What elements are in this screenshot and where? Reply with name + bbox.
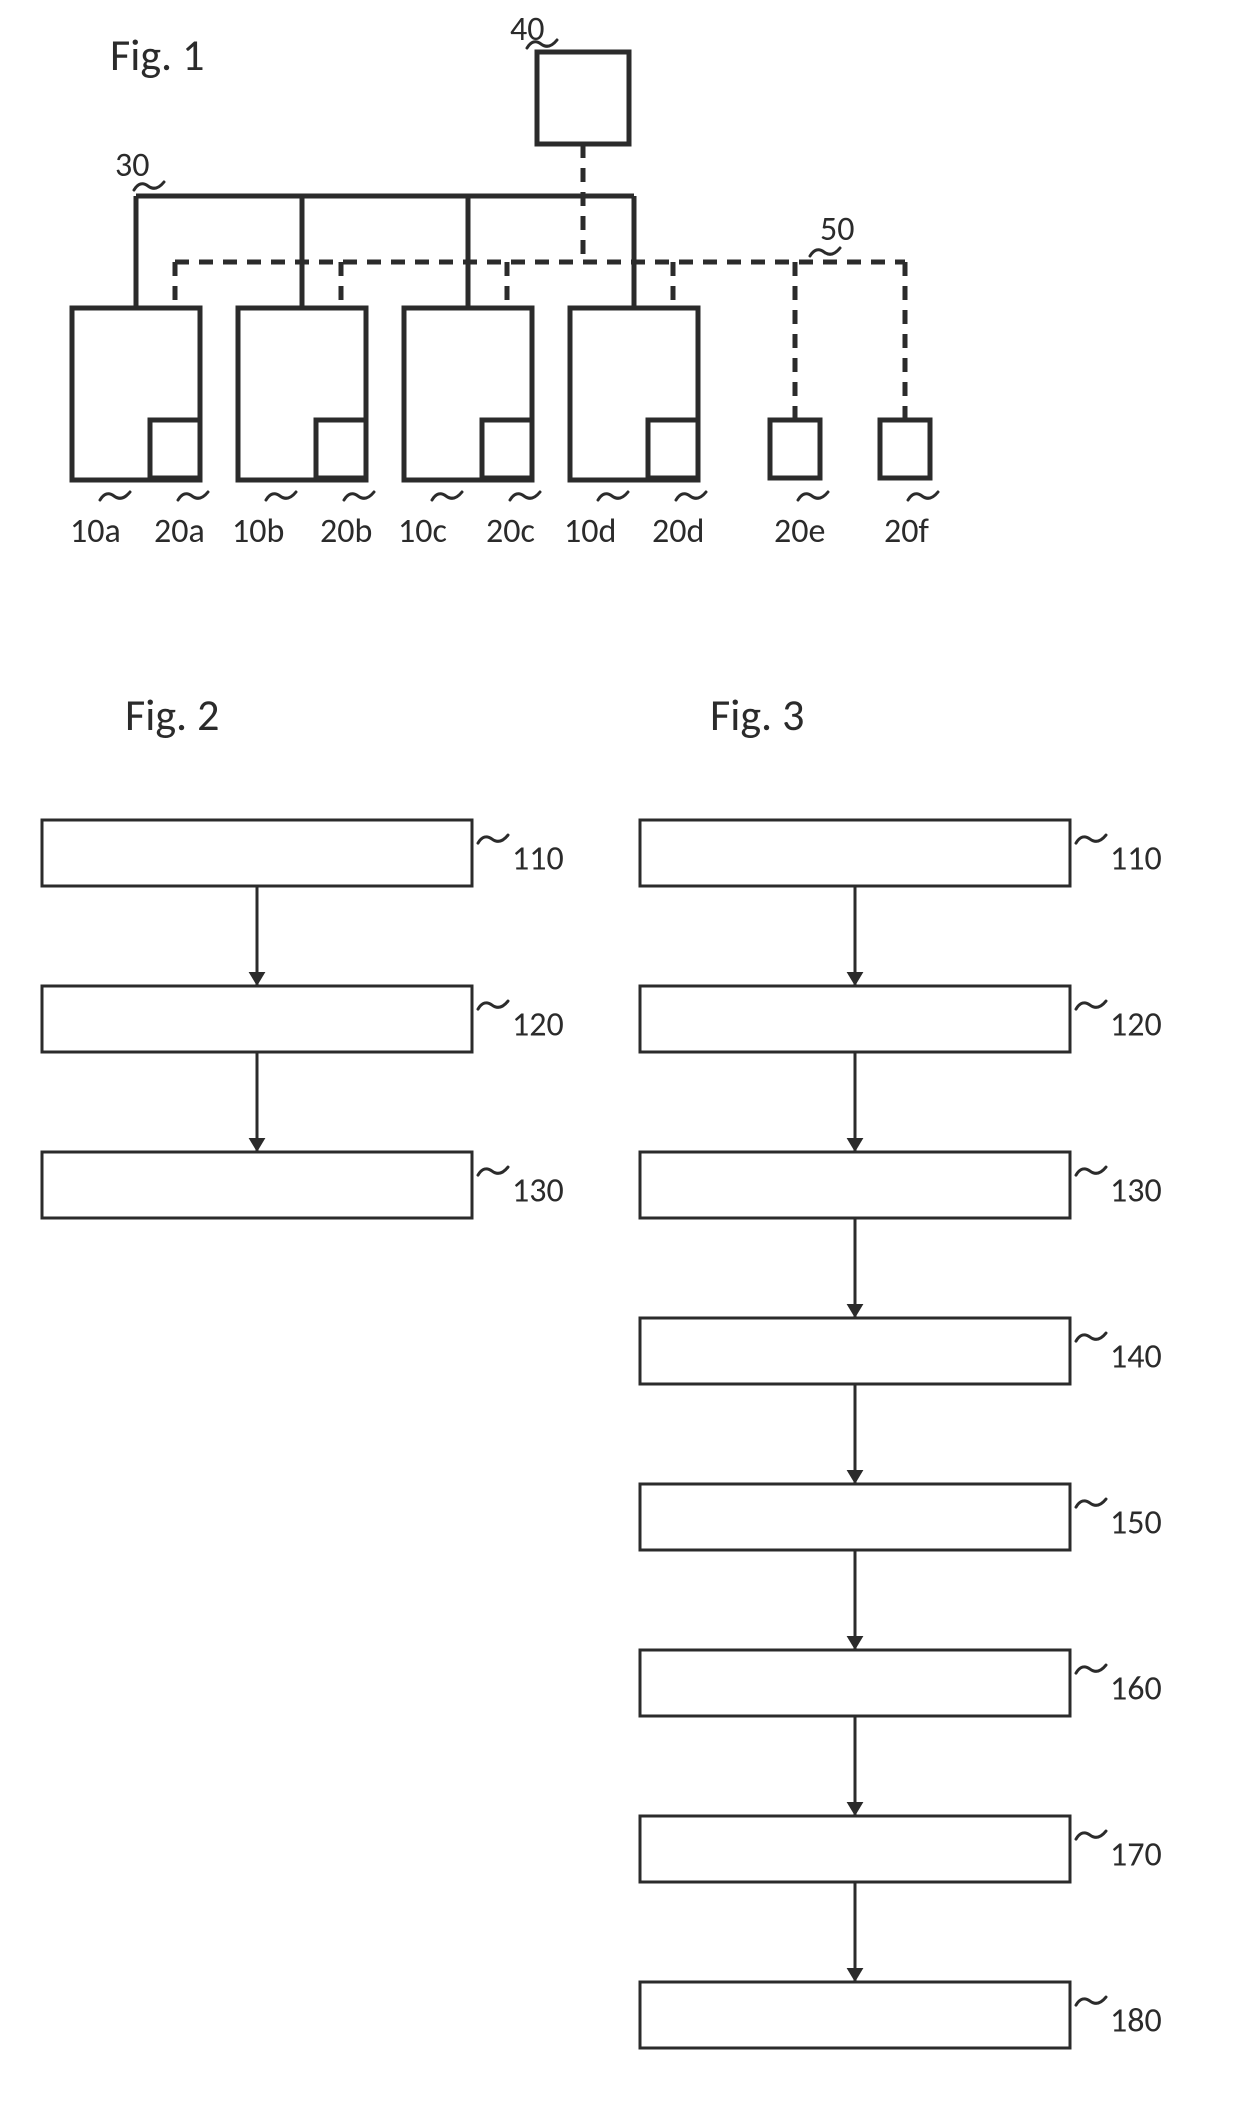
fig3-step-130: [640, 1152, 1070, 1218]
fig2-label-130: 130: [512, 1171, 564, 1212]
fig3-label-110: 110: [1110, 839, 1162, 880]
fig3-label-140: 140: [1110, 1337, 1162, 1378]
fig2-step-120: [42, 986, 472, 1052]
fig2-step-130: [42, 1152, 472, 1218]
fig1: Fig. 1 40 30 50 10a 20a 10b 20b 10c 20c 10d 20d 20e 2…: [70, 9, 938, 552]
label-20b: 20b: [320, 511, 372, 552]
fig3-step-140: [640, 1318, 1070, 1384]
node-20e: [770, 420, 820, 478]
fig3-label-170: 170: [1110, 1835, 1162, 1876]
fig3-title: Fig. 3: [710, 688, 804, 742]
node-40: [537, 52, 629, 144]
fig3-label-160: 160: [1110, 1669, 1162, 1710]
fig1-title: Fig. 1: [110, 28, 204, 82]
label-10b: 10b: [232, 511, 284, 552]
label-20f: 20f: [884, 511, 929, 552]
node-20f: [880, 420, 930, 478]
label-40: 40: [510, 9, 544, 50]
label-20e: 20e: [774, 511, 825, 552]
fig3-step-150: [640, 1484, 1070, 1550]
fig3-label-150: 150: [1110, 1503, 1162, 1544]
label-30: 30: [115, 145, 149, 186]
label-20c: 20c: [486, 511, 535, 552]
fig3-label-120: 120: [1110, 1005, 1162, 1046]
fig3-step-120: [640, 986, 1070, 1052]
node-20b: [316, 420, 366, 478]
label-10c: 10c: [398, 511, 447, 552]
fig2-label-120: 120: [512, 1005, 564, 1046]
label-10d: 10d: [564, 511, 616, 552]
node-20c: [482, 420, 532, 478]
node-20a: [150, 420, 200, 478]
label-10a: 10a: [70, 511, 121, 552]
label-20a: 20a: [154, 511, 205, 552]
label-50: 50: [820, 209, 854, 250]
fig2: Fig. 2 110 120 130: [42, 688, 564, 1218]
label-20d: 20d: [652, 511, 704, 552]
diagram-root: Fig. 1 40 30 50 10a 20a 10b 20b 10c 20c 10d 20d 20e 2…: [0, 0, 1240, 2111]
node-20d: [648, 420, 698, 478]
fig3-label-180: 180: [1110, 2001, 1162, 2042]
fig2-label-110: 110: [512, 839, 564, 880]
fig2-step-110: [42, 820, 472, 886]
fig3-label-130: 130: [1110, 1171, 1162, 1212]
fig3-step-170: [640, 1816, 1070, 1882]
fig3-step-180: [640, 1982, 1070, 2048]
fig3-step-160: [640, 1650, 1070, 1716]
fig2-title: Fig. 2: [125, 688, 219, 742]
fig3: Fig. 3 110 120 130 140 150 160 170 180: [640, 688, 1162, 2048]
fig3-step-110: [640, 820, 1070, 886]
